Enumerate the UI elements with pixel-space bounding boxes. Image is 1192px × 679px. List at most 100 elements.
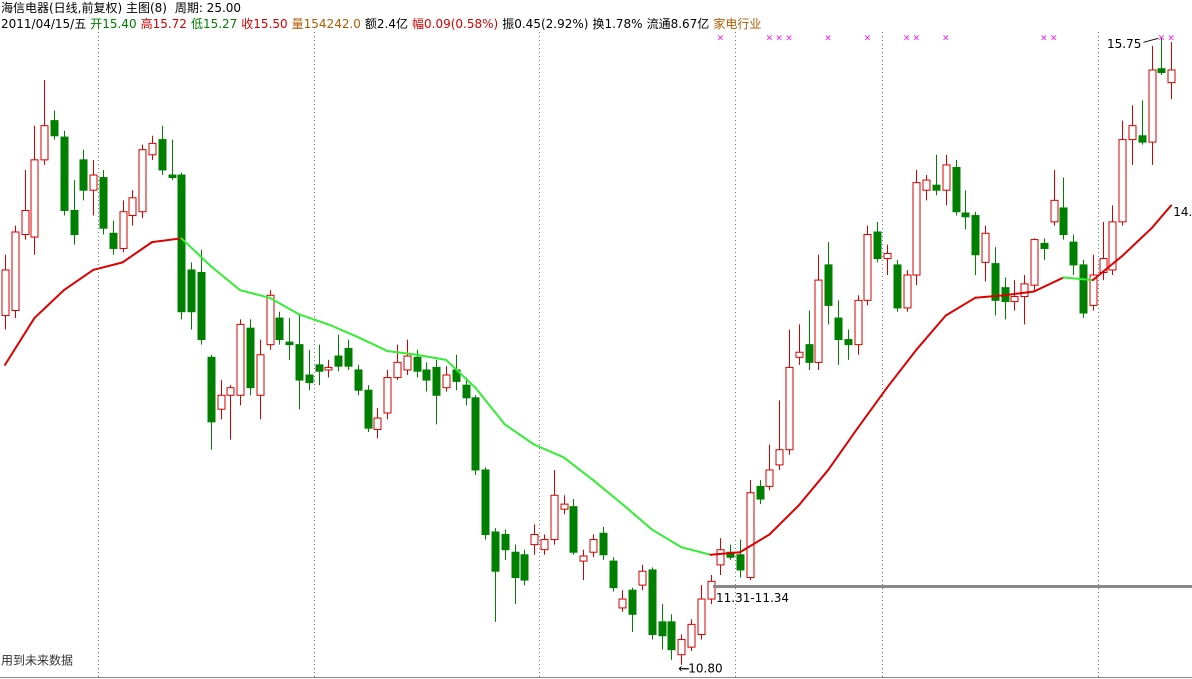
candle-body [1069,241,1078,266]
signal-marker: × [766,34,774,44]
candle-body [658,621,667,637]
candle-body [266,294,275,346]
candle-body [40,125,49,161]
candle-body [824,264,833,306]
candle-body [393,361,402,379]
candle-body [903,274,912,309]
ma-segment [827,427,859,471]
candle-body [21,209,30,236]
candle-body [364,389,373,429]
candle-body [1059,207,1068,236]
low-label: ←10.80 [678,661,722,675]
candle-body [550,494,559,541]
candle-body [1148,69,1157,143]
signal-marker: × [864,34,872,44]
candle-body [138,149,147,213]
candle-body [403,355,412,371]
candle-body [648,569,657,635]
ma-segment [797,468,830,507]
period: 周期: 25.00 [174,1,242,15]
candle-body [60,136,69,211]
ma-segment [268,296,300,316]
candle-body [569,506,578,553]
signal-marker: × [1040,34,1048,44]
signal-marker: × [942,34,950,44]
footer-note: 用到未来数据 [1,653,73,668]
candle-body [481,469,490,536]
signal-marker: × [913,34,921,44]
candle-body [491,531,500,572]
candle-body [109,232,118,249]
candle-body [422,369,431,381]
quote-field: 换1.78% [592,17,643,31]
ma-segment [1033,276,1065,293]
ma-segment [298,313,330,326]
candle-body [177,174,186,313]
ma-segment [33,289,65,320]
quote-field: 额2.4亿 [364,17,409,31]
signal-marker: × [1050,34,1058,44]
candle-body [11,231,20,311]
ma-segment [151,237,183,244]
candle-body [952,166,961,213]
candle-body [599,532,608,556]
candle-body [334,355,343,367]
candle-body [197,271,206,341]
ma-segment [445,358,477,389]
signal-marker: × [1167,34,1175,44]
quote-field: 收15.50 [241,17,288,31]
ma-segment [680,546,712,556]
candle-body [315,364,324,372]
candle-body [540,539,549,551]
candle-body [462,384,471,399]
candle-body [354,369,363,391]
candle-body [854,299,863,346]
ma-segment [327,323,359,339]
candle-body [246,327,255,389]
candle-body [628,589,637,615]
candle-body [373,417,382,430]
candle-body [79,159,88,191]
candle-body [207,356,216,423]
candle-body [756,485,765,500]
candle-body [1138,135,1147,143]
candle-body [295,344,304,381]
ma-segment [739,533,771,554]
candle-body [1167,69,1176,84]
ma-segment [474,386,506,426]
candle-body [1118,139,1127,223]
ma-segment [415,353,447,361]
ma-segment [121,241,153,264]
candle-body [785,366,794,451]
candle-body [256,354,265,396]
signal-marker: × [785,34,793,44]
ma-segment [915,314,947,351]
candle-body [618,598,627,609]
ma-segment [503,423,536,446]
ma-segment [944,296,977,317]
candle-body [128,197,137,217]
candle-body [667,621,676,651]
header-line-1: 海信电器(日线,前复权) 主图(8) 周期: 25.00 [1,0,765,16]
candle-body [236,323,245,396]
ma-segment [621,503,653,531]
candle-body [981,232,990,263]
candle-body [1050,199,1059,223]
candle-body [1079,264,1088,314]
candle-body [285,341,294,346]
candle-body [844,339,853,346]
candle-body [158,139,167,171]
candle-body [226,387,235,396]
candle-body [971,215,980,256]
candle-body [922,179,931,191]
ma-segment [650,528,683,549]
candle-body [520,554,529,581]
ma-segment [592,479,624,506]
candle-body [716,549,725,566]
candle-body [589,539,598,553]
ma-segment [180,237,212,268]
candle-body [1020,283,1029,298]
candle-body [30,159,39,238]
quote-field: 2011/04/15/五 [1,17,87,31]
